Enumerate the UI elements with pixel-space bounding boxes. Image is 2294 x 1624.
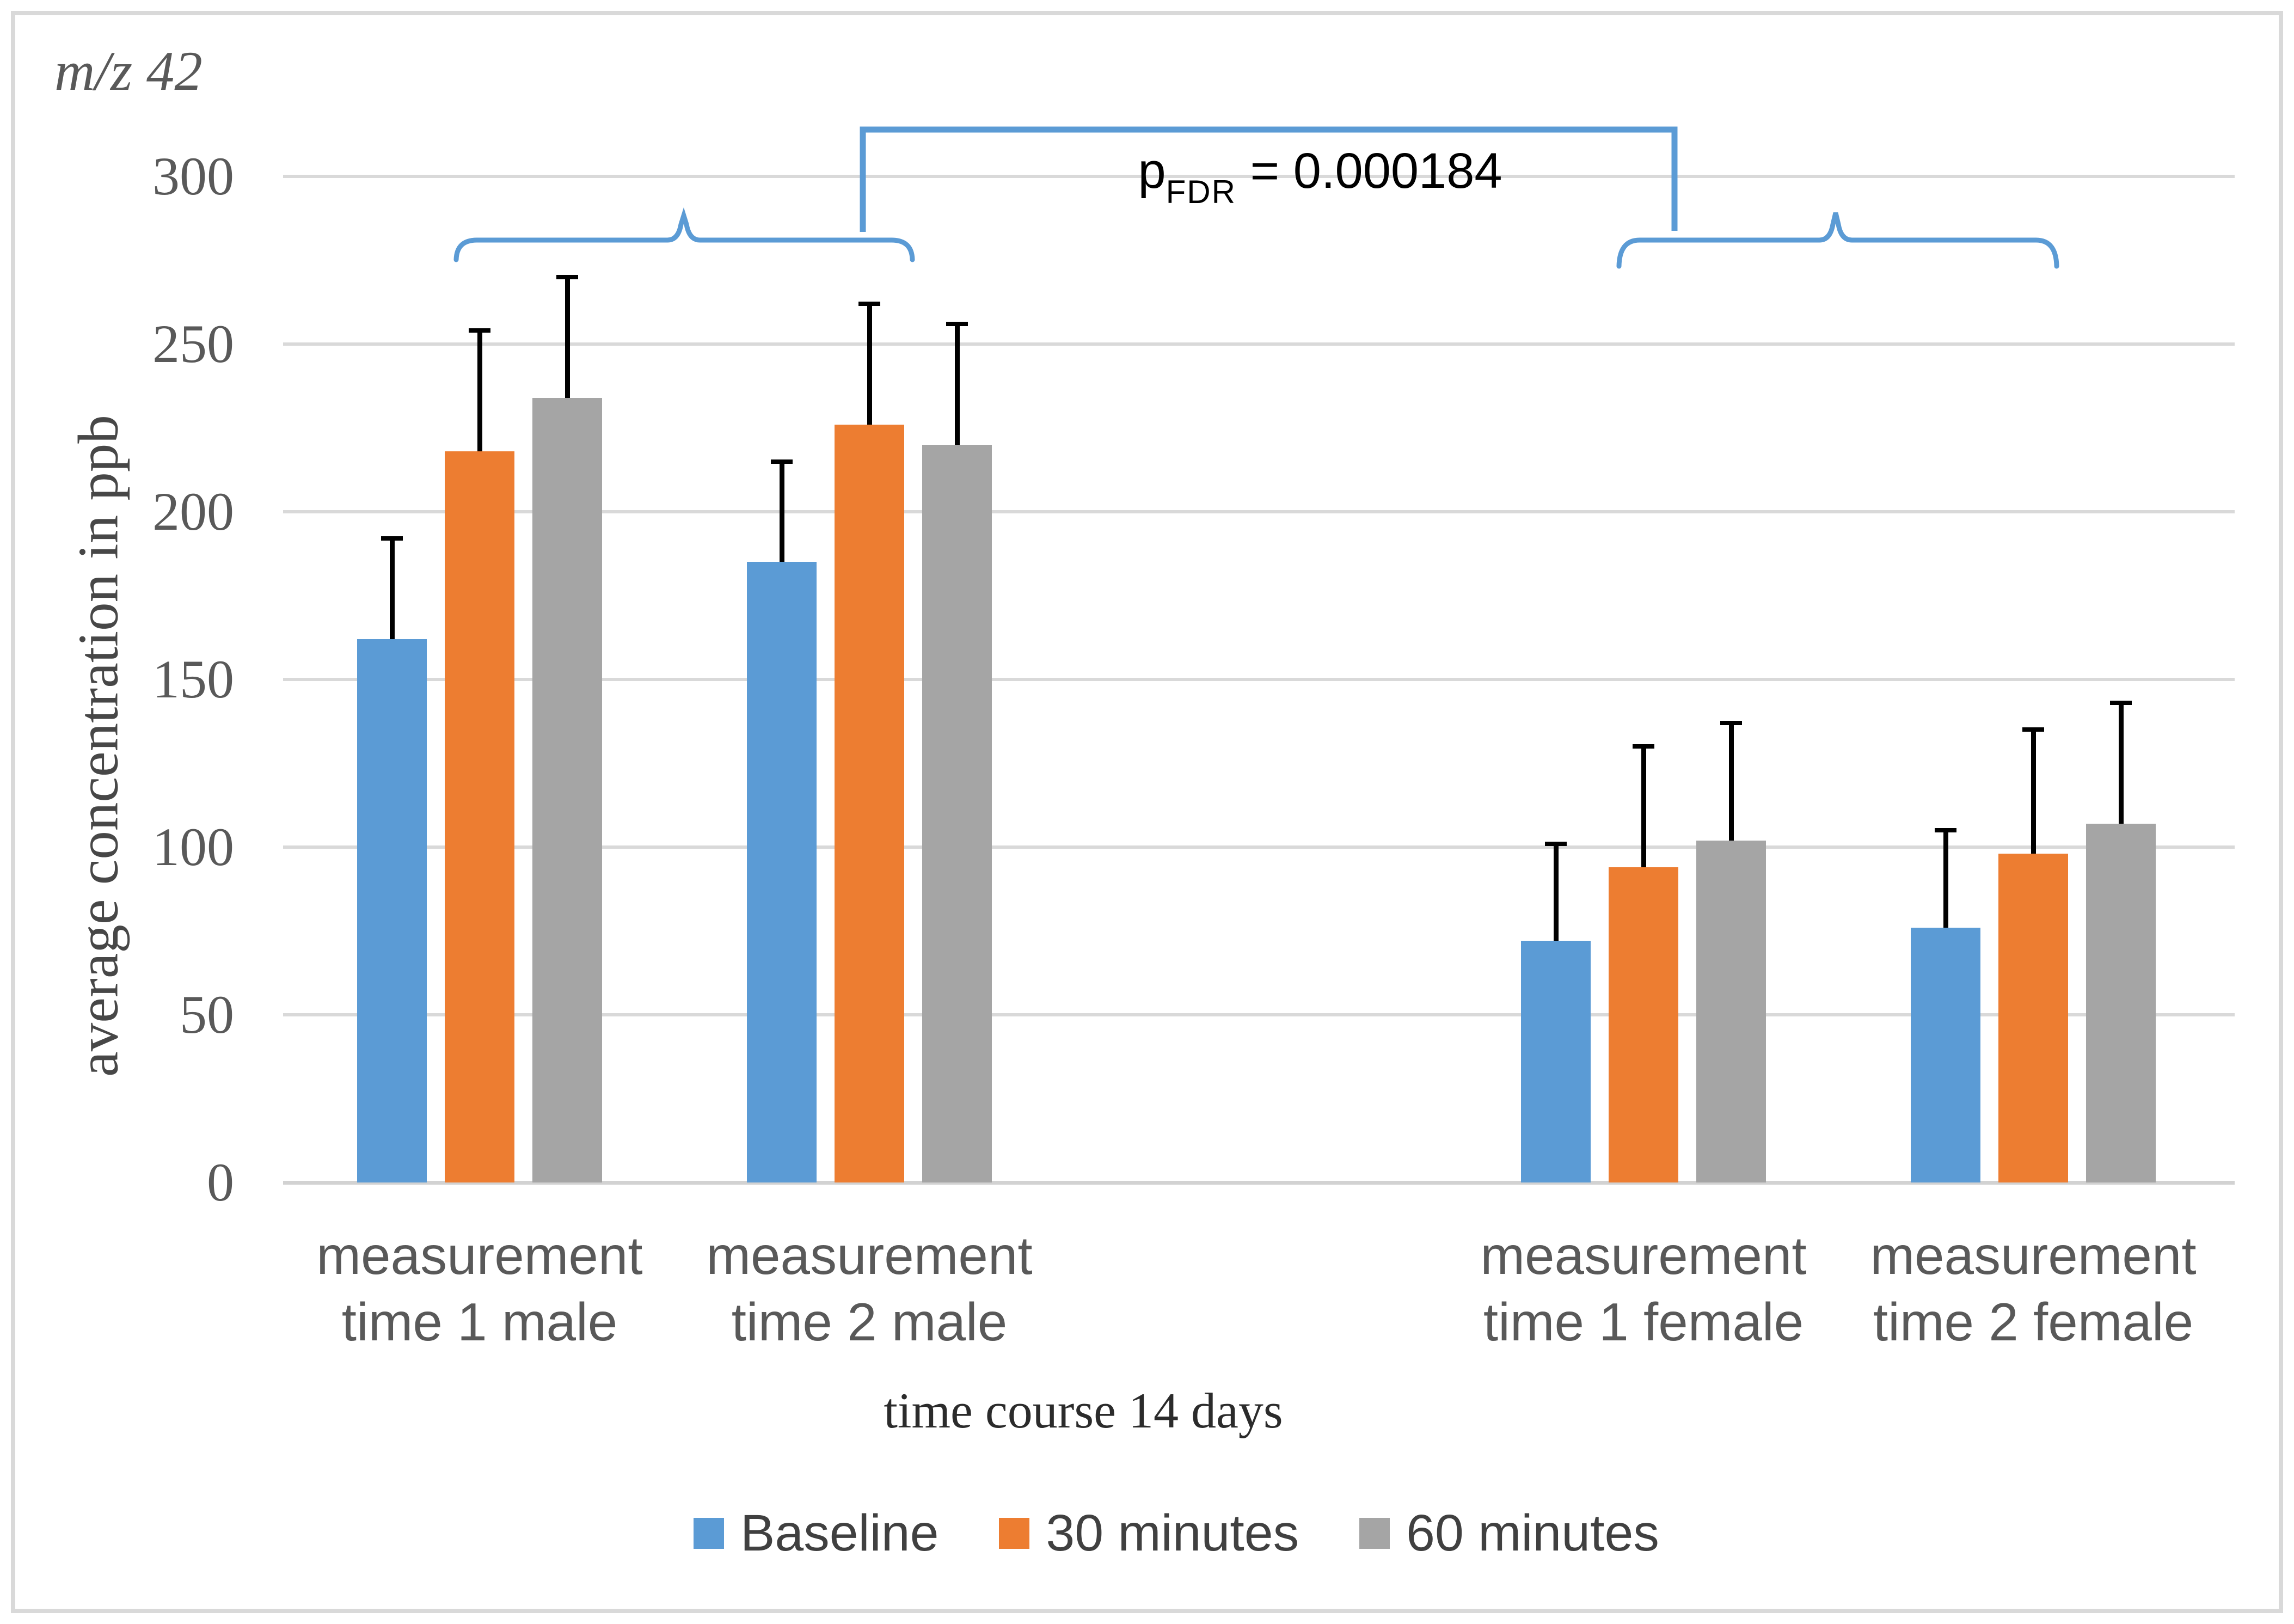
y-tick-label: 300 (152, 146, 234, 206)
legend-item: 30 minutes (999, 1504, 1299, 1563)
y-tick-label: 0 (207, 1152, 234, 1212)
error-bar-cap (1720, 721, 1742, 726)
error-bar-stem (955, 324, 960, 445)
category-label: measurement time 1 female (1453, 1222, 1834, 1355)
category-label-line: time 2 female (1873, 1292, 2194, 1352)
category-label-line: measurement (1480, 1225, 1807, 1285)
error-bar-cap (556, 274, 578, 279)
error-bar-stem (1554, 843, 1559, 941)
bar-baseline (1911, 927, 1980, 1182)
y-tick-label: 250 (152, 314, 234, 374)
error-bar-stem (2119, 703, 2124, 824)
error-bar-stem (565, 277, 570, 398)
error-bar-stem (1641, 746, 1646, 867)
category-label-line: time 2 male (731, 1292, 1008, 1352)
x-axis-line (283, 1181, 2235, 1185)
bar-30-minutes (1609, 867, 1678, 1182)
chart-title-number: 42 (146, 40, 203, 102)
bar-60-minutes (1696, 840, 1766, 1182)
legend: Baseline 30 minutes 60 minutes (694, 1504, 1659, 1563)
p-subscript: FDR (1166, 174, 1236, 210)
category-label-line: measurement (1870, 1225, 2197, 1285)
category-label: measurement time 2 male (679, 1222, 1060, 1355)
legend-swatch (999, 1518, 1030, 1549)
error-bar-cap (2110, 701, 2132, 706)
bar-baseline (747, 562, 817, 1182)
bar-30-minutes (835, 424, 904, 1182)
significance-label: pFDR = 0.000184 (1138, 143, 1502, 211)
gridline (283, 678, 2235, 681)
bar-30-minutes (445, 451, 514, 1182)
error-bar-stem (2031, 730, 2036, 854)
bar-60-minutes (922, 444, 992, 1182)
category-label-line: measurement (316, 1225, 643, 1285)
legend-swatch (1359, 1518, 1390, 1549)
legend-item: 60 minutes (1359, 1504, 1659, 1563)
legend-label: 30 minutes (1046, 1504, 1299, 1562)
chart-border (11, 11, 2283, 1613)
gridline (283, 342, 2235, 346)
p-symbol: p (1138, 143, 1166, 199)
error-bar-cap (1935, 828, 1956, 833)
chart-title-mz: m/z (54, 40, 133, 102)
error-bar-stem (780, 461, 784, 562)
y-tick-label: 50 (180, 984, 234, 1045)
category-label: measurement time 2 female (1843, 1222, 2224, 1355)
category-label-line: time 1 female (1483, 1292, 1804, 1352)
chart-title: m/z 42 (54, 39, 203, 103)
x-axis-title: time course 14 days (884, 1383, 1283, 1438)
error-bar-stem (867, 304, 872, 425)
category-label-line: measurement (706, 1225, 1033, 1285)
gridline (283, 845, 2235, 849)
bar-baseline (357, 639, 427, 1182)
error-bar-stem (1729, 723, 1734, 841)
error-bar-cap (2022, 727, 2044, 732)
error-bar-cap (1545, 841, 1567, 846)
error-bar-cap (1633, 744, 1654, 749)
p-value-text: = 0.000184 (1236, 143, 1502, 199)
category-label-line: time 1 male (341, 1292, 618, 1352)
legend-swatch (694, 1518, 724, 1549)
error-bar-cap (381, 536, 403, 541)
y-tick-label: 100 (152, 817, 234, 877)
error-bar-cap (858, 302, 880, 307)
bar-60-minutes (2086, 823, 2156, 1182)
error-bar-stem (1943, 830, 1948, 928)
error-bar-stem (477, 330, 482, 452)
legend-label: 60 minutes (1406, 1504, 1659, 1562)
bar-baseline (1521, 941, 1591, 1182)
y-tick-label: 150 (152, 649, 234, 709)
gridline (283, 1013, 2235, 1016)
bar-30-minutes (1998, 854, 2068, 1182)
y-tick-label: 200 (152, 481, 234, 542)
error-bar-cap (469, 328, 490, 333)
bar-60-minutes (532, 397, 602, 1182)
error-bar-cap (771, 459, 793, 464)
legend-label: Baseline (740, 1504, 939, 1562)
gridline (283, 510, 2235, 513)
category-label: measurement time 1 male (289, 1222, 670, 1355)
error-bar-cap (946, 322, 968, 327)
legend-item: Baseline (694, 1504, 939, 1563)
error-bar-stem (390, 538, 395, 640)
